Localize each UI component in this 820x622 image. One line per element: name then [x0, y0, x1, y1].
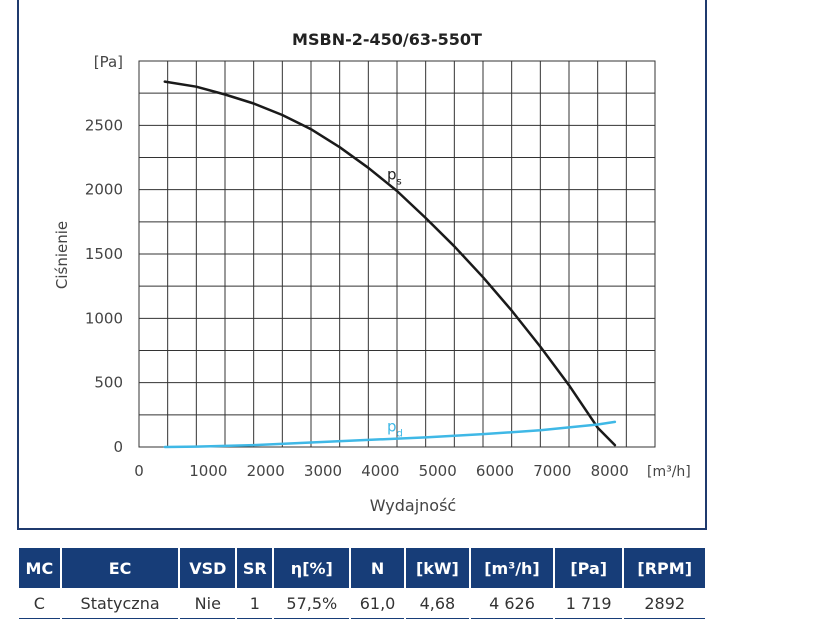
header-kw: [kW]	[405, 548, 470, 588]
cell-vsd: Nie	[180, 588, 236, 619]
cell-pa: 1 719	[554, 588, 623, 619]
header-pa: [Pa]	[554, 548, 623, 588]
x-tick-label: 0	[134, 462, 144, 480]
header-eta: η[%]	[274, 548, 350, 588]
cell-flow: 4 626	[471, 588, 553, 619]
y-tick-label: 2500	[85, 116, 123, 134]
cell-mc: C	[19, 588, 60, 619]
chart-frame: MSBN-2-450/63-550T 0 500 1000 1500 2000 2500 [P…	[17, 0, 707, 530]
x-unit-label: [m³/h]	[647, 464, 691, 480]
x-tick-label: 5000	[419, 462, 457, 480]
cell-rpm: 2892	[624, 588, 705, 619]
header-mc: MC	[19, 548, 60, 588]
fan-curve-chart: MSBN-2-450/63-550T 0 500 1000 1500 2000 2500 [P…	[53, 30, 691, 515]
x-tick-label: 3000	[304, 462, 342, 480]
x-tick-label: 6000	[476, 462, 514, 480]
header-ec: EC	[61, 548, 179, 588]
header-sr: SR	[237, 548, 273, 588]
y-axis-label: Ciśnienie	[53, 221, 71, 289]
series-label-ps: ps	[387, 165, 402, 187]
spec-table: MC EC VSD SR η[%] N [kW] [m³/h] [Pa] [RP…	[17, 548, 707, 619]
header-rpm: [RPM]	[624, 548, 705, 588]
y-tick-label: 0	[113, 438, 123, 456]
y-tick-label: 1000	[85, 309, 123, 327]
y-unit-label: [Pa]	[94, 53, 123, 71]
cell-kw: 4,68	[405, 588, 470, 619]
x-tick-label: 1000	[189, 462, 227, 480]
x-tick-label: 7000	[533, 462, 571, 480]
table-row: C Statyczna Nie 1 57,5% 61,0 4,68 4 626 …	[19, 588, 705, 619]
series-label-pd: pd	[387, 418, 403, 440]
y-tick-label: 500	[94, 374, 123, 392]
x-tick-label: 4000	[361, 462, 399, 480]
cell-n: 61,0	[351, 588, 404, 619]
header-flow: [m³/h]	[471, 548, 553, 588]
x-tick-label: 2000	[247, 462, 285, 480]
series-line-pd	[163, 420, 617, 449]
y-tick-label: 2000	[85, 181, 123, 199]
cell-eta: 57,5%	[274, 588, 350, 619]
series-line-ps	[163, 80, 617, 447]
header-vsd: VSD	[180, 548, 236, 588]
x-axis-label: Wydajność	[370, 496, 456, 515]
header-n: N	[351, 548, 404, 588]
y-tick-label: 1500	[85, 245, 123, 263]
x-tick-label: 8000	[591, 462, 629, 480]
chart-title: MSBN-2-450/63-550T	[292, 30, 482, 49]
spec-header-row: MC EC VSD SR η[%] N [kW] [m³/h] [Pa] [RP…	[19, 548, 705, 588]
cell-ec: Statyczna	[61, 588, 179, 619]
cell-sr: 1	[237, 588, 273, 619]
